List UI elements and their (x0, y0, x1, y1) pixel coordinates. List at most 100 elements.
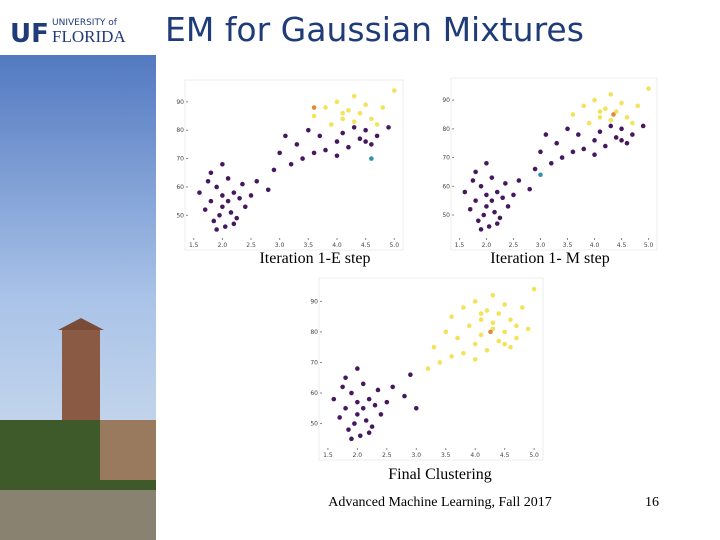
point (222, 224, 228, 229)
caption: Iteration 1- M step (490, 250, 610, 267)
point (349, 436, 354, 442)
point (197, 190, 202, 195)
point (489, 175, 495, 180)
point (476, 218, 481, 224)
point (554, 140, 560, 146)
point (352, 421, 357, 426)
point (472, 299, 478, 304)
point (449, 354, 454, 359)
x-tick-label: 4.5 (500, 452, 510, 459)
point (340, 110, 346, 116)
point (346, 144, 351, 150)
x-tick-label: 4.0 (332, 242, 342, 249)
point (505, 204, 511, 209)
point (306, 127, 311, 133)
point (619, 100, 624, 106)
point (466, 323, 472, 329)
point (425, 366, 431, 371)
point (431, 344, 437, 350)
point (363, 418, 369, 423)
y-tick-label: 70 (310, 359, 318, 366)
point (624, 140, 630, 146)
point (490, 320, 496, 326)
point (317, 133, 323, 139)
point (597, 115, 603, 120)
point (205, 178, 211, 184)
point (630, 132, 635, 137)
point (603, 143, 608, 149)
point (214, 227, 219, 232)
footer: Advanced Machine Learning, Fall 2017 (328, 495, 552, 510)
point (570, 149, 576, 155)
point (624, 115, 630, 120)
point (461, 351, 466, 356)
point (220, 161, 225, 167)
point (488, 329, 493, 335)
point (496, 311, 502, 316)
point (538, 172, 543, 178)
point (597, 129, 603, 135)
point (630, 120, 635, 126)
x-tick-label: 1.5 (189, 242, 199, 249)
point (334, 153, 340, 159)
point (532, 166, 538, 172)
point (497, 215, 503, 221)
point (516, 178, 522, 183)
point (489, 198, 495, 203)
point (581, 103, 587, 109)
plot-frame (318, 277, 544, 461)
point (351, 119, 357, 125)
point (242, 204, 248, 210)
point (608, 123, 614, 129)
point (608, 92, 614, 97)
point (635, 103, 641, 109)
point (619, 138, 624, 143)
point (265, 187, 271, 193)
point (443, 329, 449, 335)
point (346, 427, 351, 432)
x-tick-label: 2.5 (246, 242, 256, 249)
point (366, 430, 372, 436)
point (478, 332, 484, 338)
x-tick-label: 3.0 (411, 452, 421, 459)
point (240, 181, 245, 187)
point (484, 204, 489, 209)
point (375, 387, 381, 393)
y-tick-label: 70 (442, 155, 450, 162)
slide-title: EM for Gaussian Mixtures (165, 10, 584, 49)
x-tick-label: 2.0 (218, 242, 228, 249)
point (328, 122, 334, 127)
point (484, 161, 489, 166)
point (343, 375, 348, 381)
point (490, 326, 496, 332)
point (225, 198, 231, 204)
point (323, 147, 328, 153)
x-tick-label: 5.0 (529, 452, 539, 459)
point (478, 227, 484, 232)
page-number: 16 (645, 495, 659, 510)
point (527, 186, 532, 192)
point (343, 405, 348, 411)
point (478, 317, 484, 323)
point (283, 133, 288, 139)
point (559, 155, 565, 160)
point (220, 204, 225, 210)
logo-bg (0, 0, 156, 55)
point (484, 347, 490, 353)
x-tick-label: 1.5 (323, 452, 333, 459)
point (467, 206, 473, 212)
point (228, 210, 234, 215)
point (288, 161, 294, 167)
point (349, 390, 354, 396)
point (592, 138, 597, 143)
point (363, 102, 368, 107)
plot-frame (450, 77, 658, 251)
point (334, 139, 340, 144)
point (470, 178, 476, 183)
x-tick-label: 2.0 (482, 242, 492, 249)
point (217, 213, 222, 218)
x-tick-label: 4.0 (590, 242, 600, 249)
point (611, 112, 616, 117)
point (586, 120, 592, 126)
point (581, 146, 587, 152)
